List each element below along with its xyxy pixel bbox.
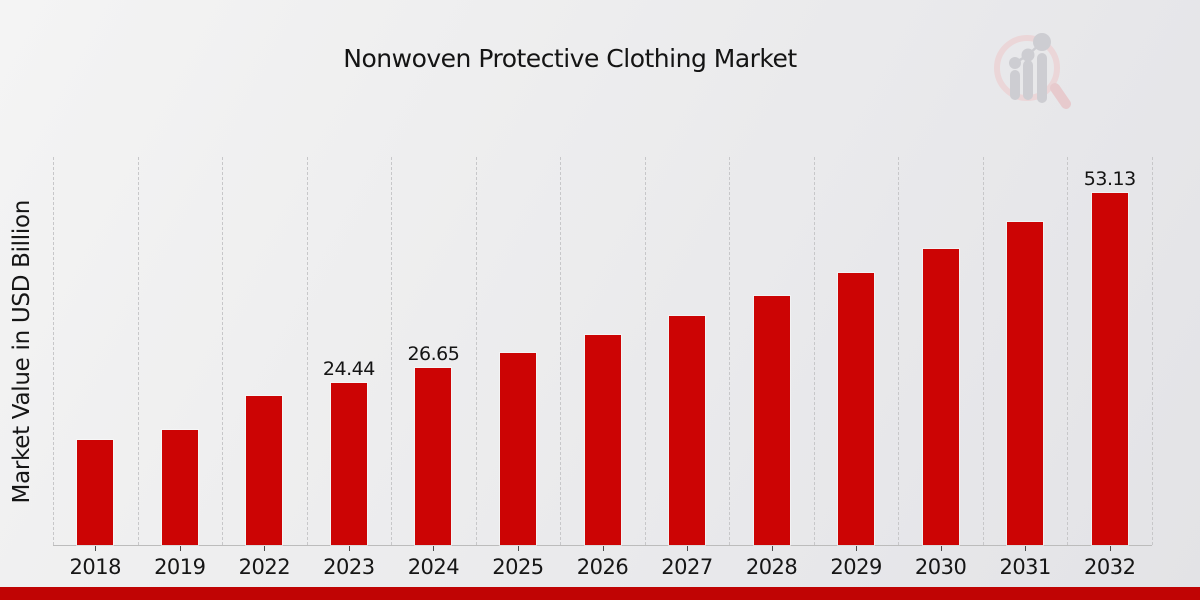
vertical-gridline: [813, 157, 815, 545]
vertical-gridline: [898, 157, 900, 545]
bar-2018: [77, 439, 114, 545]
vertical-gridline: [306, 157, 308, 545]
logo-bar-medium: [1023, 60, 1033, 100]
x-axis-tick: [264, 546, 266, 551]
x-axis: 2018 2019 2022 2023 2024 2025 2026 2027 2028 2029…: [53, 546, 1152, 586]
x-tick-label-2027: 2027: [661, 555, 713, 579]
x-axis-tick: [856, 546, 858, 551]
bar-2027: [669, 316, 706, 545]
magnifier-handle: [1050, 83, 1071, 109]
x-tick-label-2023: 2023: [323, 555, 375, 579]
logo-bar-small: [1010, 70, 1020, 100]
x-tick-label-2032: 2032: [1083, 555, 1136, 579]
x-axis-tick: [771, 546, 773, 551]
logo-dot-small: [1009, 57, 1021, 69]
bar-2024: [415, 368, 452, 545]
vertical-gridline: [560, 157, 562, 545]
bar-2029: [838, 273, 875, 545]
footer-accent-bar: [0, 587, 1200, 600]
y-axis-label: Market Value in USD Billion: [9, 199, 35, 504]
x-axis-tick: [348, 546, 350, 551]
bar-2026: [584, 335, 621, 545]
x-axis-tick: [95, 546, 97, 551]
x-tick-label-2025: 2025: [492, 555, 544, 579]
plot-area: 24.44 26.65 53.13: [53, 157, 1153, 546]
x-axis-tick: [179, 546, 181, 551]
x-axis-tick: [687, 546, 689, 551]
bar-2030: [922, 248, 959, 545]
vertical-gridline: [644, 157, 646, 545]
chart-title: Nonwoven Protective Clothing Market: [343, 44, 797, 73]
x-tick-label-2019: 2019: [154, 555, 206, 579]
x-axis-tick: [1109, 546, 1111, 551]
x-tick-label-2028: 2028: [745, 555, 798, 579]
logo-dot-large: [1033, 33, 1051, 51]
bar-2031: [1007, 221, 1044, 545]
logo-dot-medium: [1021, 48, 1035, 62]
vertical-gridline: [982, 157, 984, 545]
x-tick-label-2031: 2031: [999, 555, 1051, 579]
bar-2032: [1091, 192, 1128, 545]
x-axis-tick: [517, 546, 519, 551]
x-axis-tick: [602, 546, 604, 551]
vertical-gridline: [1067, 157, 1069, 545]
x-axis-tick: [940, 546, 942, 551]
x-tick-label-2030: 2030: [914, 555, 967, 579]
y-axis-label-container: Market Value in USD Billion: [2, 157, 42, 546]
vertical-gridline: [222, 157, 224, 545]
vertical-gridline: [53, 157, 54, 545]
x-axis-tick: [433, 546, 435, 551]
bar-2028: [753, 295, 790, 545]
data-label-2024: 26.65: [407, 343, 460, 366]
x-tick-label-2026: 2026: [576, 555, 629, 579]
x-axis-tick: [1025, 546, 1027, 551]
data-label-2023: 24.44: [322, 358, 375, 381]
vertical-gridline: [391, 157, 393, 545]
bar-2025: [499, 352, 536, 545]
logo-bar-tall: [1037, 53, 1047, 103]
vertical-gridline: [1152, 157, 1153, 545]
vertical-gridline: [137, 157, 139, 545]
x-tick-label-2022: 2022: [238, 555, 291, 579]
data-label-2032: 53.13: [1083, 167, 1136, 190]
bar-2019: [161, 430, 198, 545]
x-tick-label-2024: 2024: [407, 555, 460, 579]
x-tick-label-2029: 2029: [830, 555, 882, 579]
magnifier-growth-chart-logo-icon: [994, 33, 1071, 109]
bar-2023: [330, 383, 367, 545]
vertical-gridline: [475, 157, 477, 545]
x-tick-label-2018: 2018: [69, 555, 122, 579]
bar-2022: [246, 396, 283, 545]
vertical-gridline: [729, 157, 731, 545]
